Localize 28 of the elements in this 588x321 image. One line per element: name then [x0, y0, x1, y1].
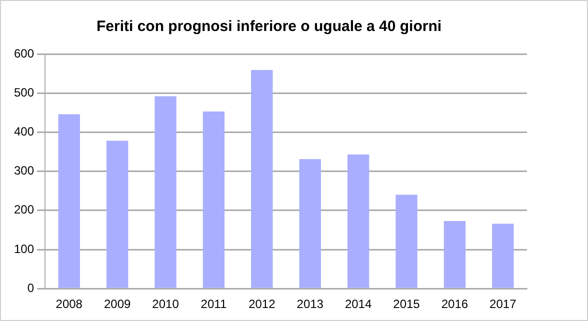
x-tick-label: 2012	[248, 297, 276, 312]
x-tick-label: 2015	[393, 297, 420, 312]
y-tick-label: 200	[14, 202, 34, 217]
chart-title: Feriti con prognosi inferiore o uguale a 40 giorni	[96, 18, 442, 36]
y-tick-label: 500	[14, 85, 34, 100]
x-tick-label: 2013	[296, 297, 324, 312]
x-tick-label: 2009	[104, 297, 131, 312]
bar	[444, 220, 466, 288]
bar	[492, 224, 514, 288]
x-tick-label: 2017	[490, 297, 517, 312]
x-tick-label: 2010	[152, 297, 180, 312]
bar	[202, 111, 225, 288]
bar	[347, 154, 370, 288]
y-tick-label: 100	[14, 242, 34, 256]
y-tick-label: 400	[14, 124, 34, 139]
bar	[251, 70, 273, 288]
y-tick-label: 600	[14, 46, 34, 60]
bar	[396, 194, 418, 288]
x-tick-label: 2008	[56, 297, 83, 312]
y-tick-label: 300	[14, 164, 34, 178]
y-tick-label: 0	[27, 280, 34, 295]
x-tick-label: 2014	[344, 297, 372, 312]
bar	[58, 114, 80, 288]
x-tick-label: 2016	[441, 297, 468, 312]
bar	[154, 96, 176, 288]
bar	[106, 140, 128, 288]
bar	[299, 159, 321, 288]
x-tick-label: 2011	[200, 297, 227, 312]
